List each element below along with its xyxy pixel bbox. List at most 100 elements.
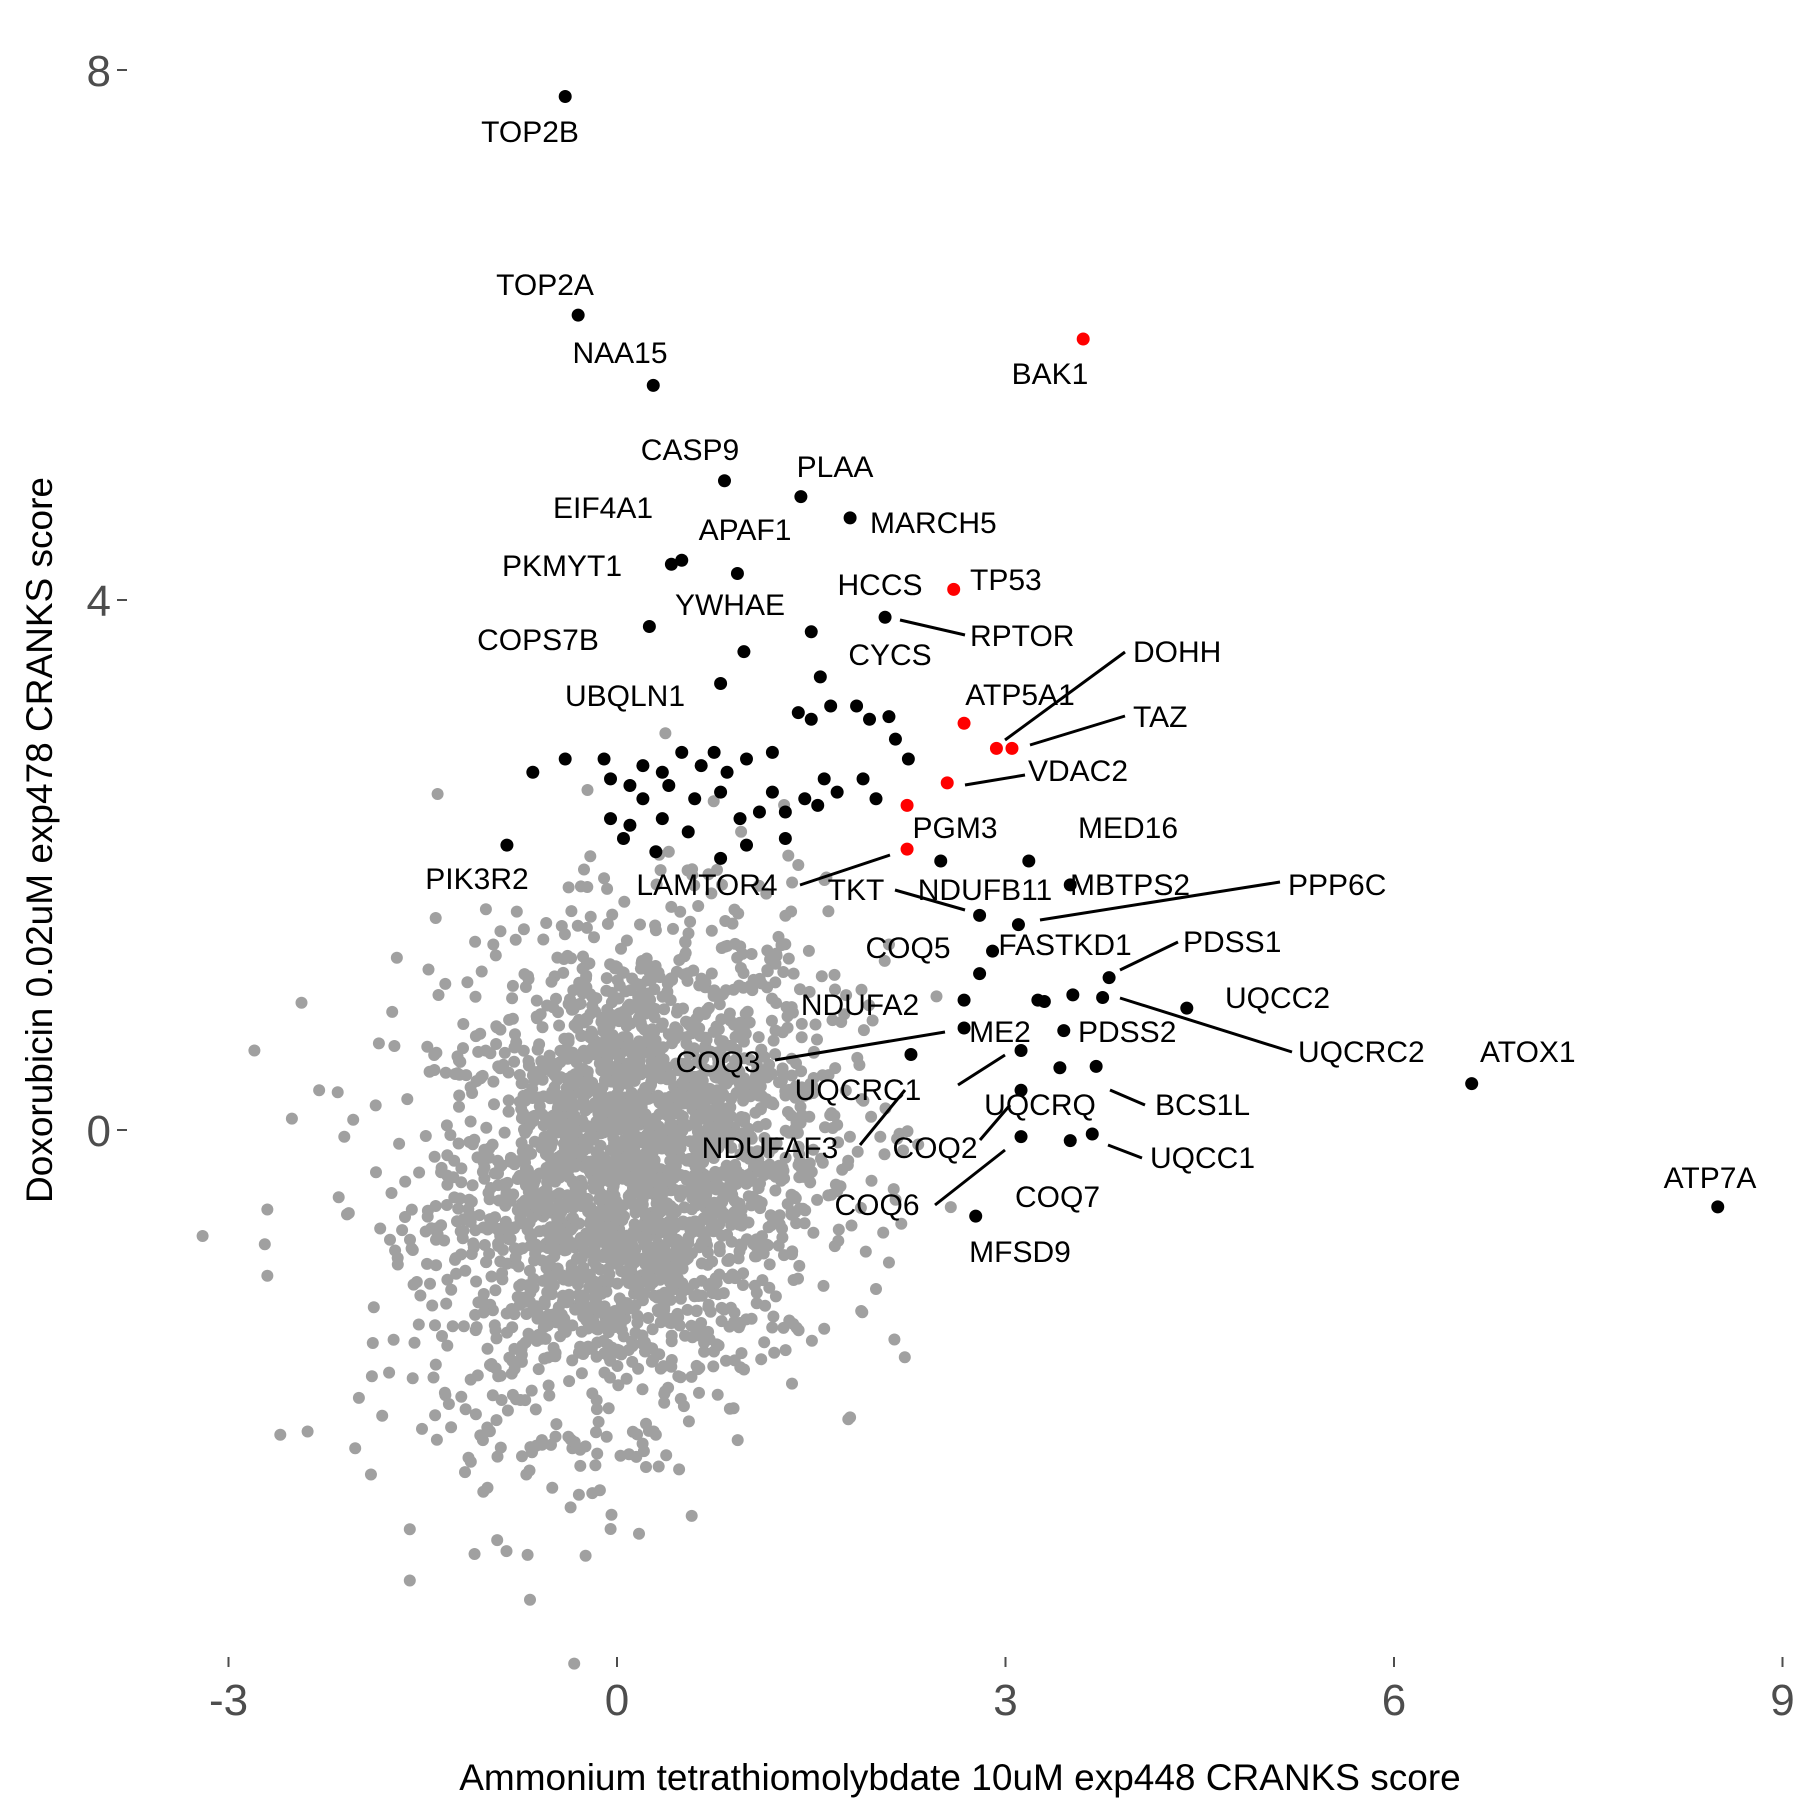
background-point (574, 1459, 587, 1472)
background-point (428, 1064, 441, 1076)
background-point (491, 1534, 504, 1547)
background-point (615, 1153, 628, 1166)
background-point (691, 1172, 704, 1185)
background-point (387, 1333, 400, 1346)
background-point (506, 992, 519, 1005)
background-point (480, 1121, 493, 1134)
background-point (682, 927, 695, 940)
background-point (604, 1523, 617, 1535)
gene-labels: TOP2B TOP2A NAA15 BAK1 CASP9 PLAA EIF4A1 MARCH5… (425, 116, 1756, 1269)
background-point (519, 1126, 532, 1139)
background-point (642, 1067, 655, 1079)
background-point (338, 1130, 351, 1143)
background-point (602, 1402, 615, 1415)
background-point (761, 965, 774, 978)
background-point (716, 1229, 728, 1242)
background-point (366, 1337, 379, 1349)
background-point (686, 1192, 699, 1205)
point-med16 (1022, 854, 1036, 868)
gene-label-march5: MARCH5 (870, 507, 997, 540)
background-point (763, 1158, 776, 1171)
background-point (705, 1216, 718, 1229)
hit-point (830, 785, 844, 799)
background-point (538, 1294, 551, 1307)
background-point (451, 1067, 464, 1080)
x-tick-label: 0 (605, 1676, 629, 1725)
background-point (518, 1295, 531, 1308)
background-point (498, 1046, 511, 1059)
background-point (755, 1353, 768, 1366)
background-point (352, 1391, 365, 1404)
background-point (674, 1292, 687, 1305)
background-point (390, 951, 403, 964)
background-point (483, 1151, 495, 1164)
background-point (696, 1289, 708, 1302)
background-point (750, 1250, 763, 1263)
hit-point (694, 759, 708, 773)
hit-point (604, 772, 618, 786)
background-point (553, 1019, 566, 1032)
background-point (741, 1077, 754, 1090)
background-point (631, 1428, 644, 1441)
background-point (624, 1232, 636, 1245)
background-point (877, 1226, 890, 1239)
background-point (530, 994, 543, 1007)
background-point (424, 1277, 436, 1290)
background-point (693, 1386, 705, 1399)
background-point (534, 1008, 547, 1021)
background-point (652, 1120, 665, 1133)
background-point (480, 1256, 493, 1269)
background-point (769, 1048, 782, 1061)
background-point (633, 1527, 645, 1540)
point-apaf1 (730, 567, 744, 580)
background-point (489, 949, 502, 962)
background-point (777, 966, 790, 978)
gene-label-top2b: TOP2B (481, 116, 579, 149)
background-point (709, 1071, 722, 1084)
background-point (737, 1279, 749, 1291)
background-point (493, 1194, 505, 1207)
background-point (405, 1203, 418, 1216)
background-point (664, 1276, 677, 1289)
background-point (673, 1243, 685, 1256)
hit-point (616, 832, 630, 845)
background-point (601, 1057, 614, 1070)
background-point (698, 1345, 711, 1358)
background-point (681, 967, 694, 980)
background-point (516, 1450, 528, 1463)
background-point (519, 981, 532, 993)
background-point (659, 727, 672, 740)
background-point (581, 784, 594, 796)
background-point (466, 1179, 479, 1192)
background-point (825, 1188, 838, 1201)
background-point (370, 1166, 382, 1179)
point-hccs (878, 610, 892, 624)
background-point (648, 983, 661, 996)
background-point (690, 1305, 703, 1318)
background-point (598, 1274, 611, 1287)
gene-label-mbtps2: MBTPS2 (1070, 869, 1190, 902)
background-point (630, 1164, 643, 1176)
hit-point (811, 798, 825, 812)
background-point (526, 1082, 539, 1095)
background-point (389, 1244, 402, 1257)
background-point (630, 1274, 643, 1287)
background-point (636, 1383, 649, 1396)
background-point (564, 1138, 577, 1151)
background-point (679, 947, 692, 959)
background-point (476, 1434, 489, 1447)
background-point (617, 966, 630, 979)
background-points (196, 727, 957, 1670)
background-point (667, 922, 679, 935)
background-point (695, 972, 708, 985)
background-point (766, 992, 778, 1005)
gene-label-plaa: PLAA (797, 451, 874, 484)
background-point (607, 1014, 620, 1027)
background-point (507, 1188, 520, 1201)
gene-label-atox1: ATOX1 (1480, 1036, 1576, 1069)
background-point (734, 1031, 746, 1044)
background-point (694, 1133, 707, 1146)
background-point (707, 986, 720, 999)
background-point (385, 1187, 398, 1199)
point-plaa (794, 490, 808, 504)
